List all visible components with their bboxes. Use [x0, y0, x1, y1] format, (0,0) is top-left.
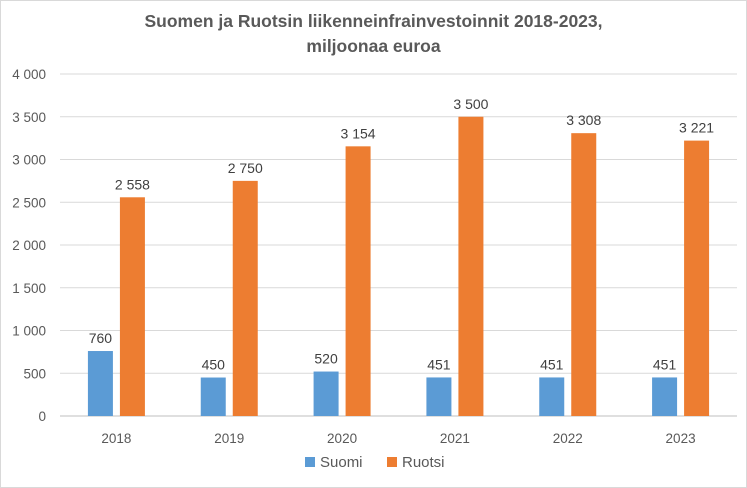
data-label-suomi-2021: 451 [427, 356, 451, 372]
data-label-suomi-2018: 760 [89, 330, 113, 346]
bar-suomi-2018 [87, 351, 113, 416]
bar-suomi-2022 [539, 377, 565, 416]
legend-swatch-suomi [305, 457, 315, 467]
y-tick-label: 4 000 [12, 67, 46, 82]
x-tick-label: 2023 [666, 431, 696, 446]
data-label-ruotsi-2019: 2 750 [228, 160, 263, 176]
x-tick-label: 2019 [214, 431, 244, 446]
data-label-ruotsi-2021: 3 500 [453, 96, 488, 112]
bar-ruotsi-2021 [458, 116, 484, 416]
chart-title-line1: Suomen ja Ruotsin liikenneinfrainvestoin… [144, 11, 603, 31]
data-label-suomi-2023: 451 [653, 356, 677, 372]
bar-suomi-2019 [200, 377, 226, 416]
chart-subtitle: miljoonaa euroa [306, 36, 441, 56]
x-tick-label: 2020 [327, 431, 357, 446]
y-tick-label: 0 [38, 409, 46, 424]
y-tick-label: 1 500 [12, 281, 46, 296]
bar-suomi-2023 [652, 377, 678, 416]
y-tick-label: 1 000 [12, 324, 46, 339]
data-label-suomi-2020: 520 [314, 351, 338, 367]
y-tick-label: 2 500 [12, 195, 46, 210]
bar-ruotsi-2019 [232, 180, 258, 416]
y-tick-label: 500 [23, 366, 46, 381]
bar-ruotsi-2022 [571, 133, 597, 416]
bar-suomi-2021 [426, 377, 452, 416]
data-label-ruotsi-2018: 2 558 [115, 176, 150, 192]
y-tick-label: 3 500 [12, 110, 46, 125]
data-label-suomi-2022: 451 [540, 356, 564, 372]
x-tick-label: 2021 [440, 431, 470, 446]
legend-swatch-ruotsi [387, 457, 397, 467]
data-label-ruotsi-2023: 3 221 [679, 120, 714, 136]
x-tick-label: 2018 [101, 431, 131, 446]
data-label-ruotsi-2020: 3 154 [341, 125, 376, 141]
bar-suomi-2020 [313, 371, 339, 416]
x-tick-label: 2022 [553, 431, 583, 446]
y-tick-label: 2 000 [12, 238, 46, 253]
legend-label-suomi: Suomi [320, 454, 363, 471]
chart-title: Suomen ja Ruotsin liikenneinfrainvestoin… [1, 9, 746, 59]
data-label-ruotsi-2022: 3 308 [566, 112, 601, 128]
bar-ruotsi-2023 [684, 140, 710, 417]
legend-label-ruotsi: Ruotsi [402, 454, 445, 471]
y-tick-label: 3 000 [12, 153, 46, 168]
data-label-suomi-2019: 450 [202, 357, 226, 373]
bar-ruotsi-2020 [345, 146, 371, 416]
bar-ruotsi-2018 [119, 197, 145, 416]
